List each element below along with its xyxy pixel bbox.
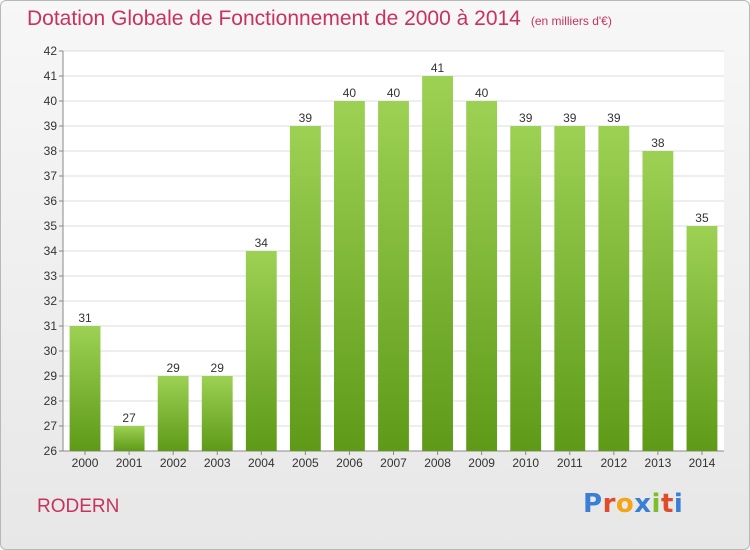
y-tick-label: 27 [44, 419, 58, 433]
bar-value-label: 39 [607, 111, 621, 125]
y-tick-label: 40 [44, 94, 58, 108]
x-tick-label: 2007 [380, 456, 407, 470]
bar [686, 226, 718, 451]
bar-value-label: 39 [563, 111, 577, 125]
x-tick-label: 2001 [116, 456, 143, 470]
bar-value-label: 27 [122, 411, 136, 425]
y-tick-label: 33 [44, 269, 58, 283]
bar-value-label: 35 [695, 211, 709, 225]
y-tick-label: 34 [44, 244, 58, 258]
bar-value-label: 38 [651, 136, 665, 150]
bar [598, 126, 630, 451]
x-tick-label: 2009 [468, 456, 495, 470]
logo-letter: o [615, 489, 635, 519]
bar-value-label: 29 [166, 361, 180, 375]
bar-value-label: 40 [387, 86, 401, 100]
x-tick-label: 2000 [72, 456, 99, 470]
y-tick-label: 32 [44, 294, 58, 308]
bar [201, 376, 233, 451]
y-tick-label: 41 [44, 69, 58, 83]
x-tick-label: 2006 [336, 456, 363, 470]
x-tick-label: 2008 [424, 456, 451, 470]
x-tick-label: 2005 [292, 456, 319, 470]
y-tick-label: 29 [44, 369, 58, 383]
logo-letter: t [660, 489, 674, 519]
bar [466, 101, 498, 451]
bar [334, 101, 365, 451]
bar [422, 76, 453, 451]
chart-title: Dotation Globale de Fonctionnement de 20… [27, 7, 612, 31]
x-tick-label: 2012 [600, 456, 627, 470]
bar [642, 151, 674, 451]
commune-name: RODERN [37, 496, 120, 517]
logo-letter: x [634, 489, 652, 519]
y-tick-label: 42 [44, 44, 58, 58]
logo-letter: i [673, 489, 684, 519]
logo-letter: P [583, 489, 603, 519]
bar [113, 426, 145, 451]
proxiti-logo: Proxiti [583, 489, 683, 519]
x-tick-label: 2011 [557, 456, 583, 470]
bar [69, 326, 101, 451]
y-tick-label: 30 [44, 344, 58, 358]
bar-value-label: 39 [299, 111, 313, 125]
x-tick-label: 2013 [645, 456, 672, 470]
bar-value-label: 39 [519, 111, 533, 125]
y-tick-label: 38 [44, 144, 58, 158]
y-tick-label: 36 [44, 194, 58, 208]
bar-value-label: 31 [78, 311, 92, 325]
logo-letter: r [602, 489, 616, 519]
chart-title-text: Dotation Globale de Fonctionnement de 20… [27, 7, 521, 30]
bar-value-label: 40 [475, 86, 489, 100]
bar [554, 126, 586, 451]
bar [157, 376, 189, 451]
x-tick-label: 2002 [160, 456, 187, 470]
bar [289, 126, 321, 451]
x-tick-label: 2014 [689, 456, 716, 470]
bar-value-label: 41 [431, 61, 445, 75]
x-tick-label: 2003 [204, 456, 231, 470]
y-tick-label: 39 [44, 119, 58, 133]
chart-unit: (en milliers d'€) [530, 14, 612, 28]
bar-value-label: 34 [255, 236, 269, 250]
x-tick-label: 2010 [512, 456, 539, 470]
y-tick-label: 31 [44, 319, 58, 333]
x-tick-label: 2004 [248, 456, 275, 470]
bar [245, 251, 277, 451]
bar [378, 101, 409, 451]
y-tick-label: 35 [44, 219, 58, 233]
y-tick-label: 37 [44, 169, 58, 183]
y-tick-label: 28 [44, 394, 58, 408]
logo-letter: i [651, 489, 661, 519]
y-tick-label: 26 [44, 444, 58, 458]
bar [510, 126, 542, 451]
bar-value-label: 29 [211, 361, 225, 375]
bar-value-label: 40 [343, 86, 357, 100]
